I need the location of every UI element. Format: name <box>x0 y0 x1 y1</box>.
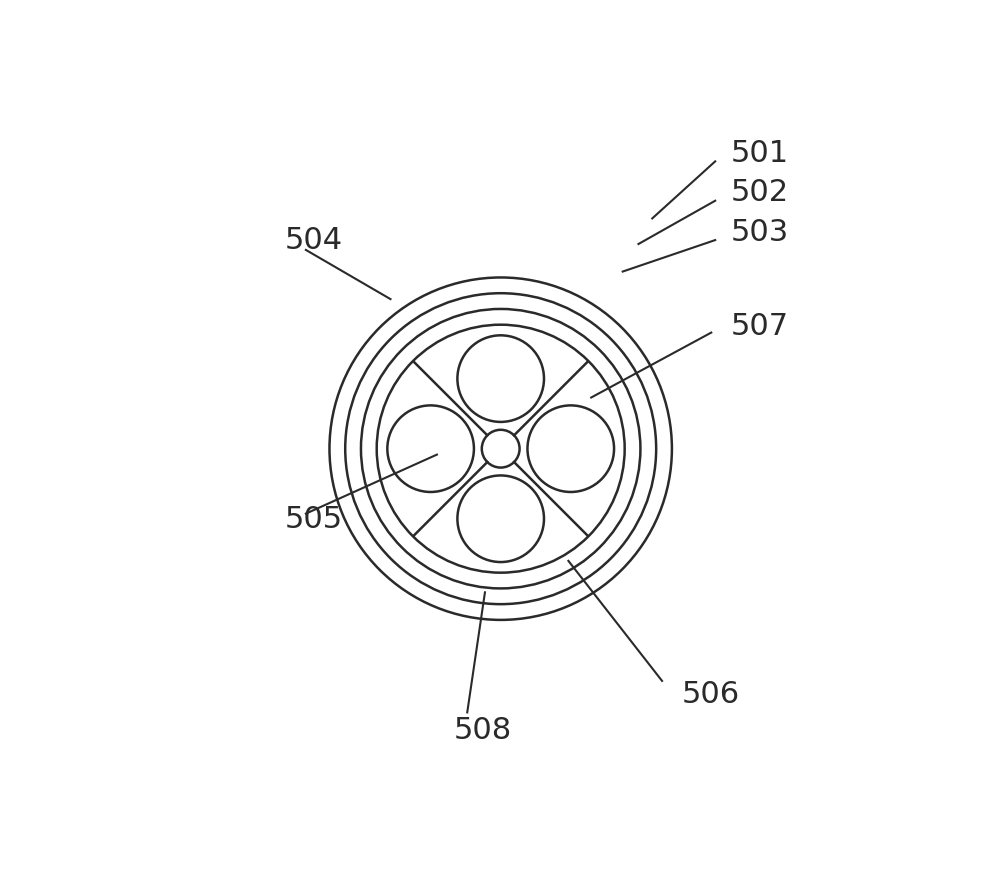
Text: 505: 505 <box>284 505 342 534</box>
Text: 506: 506 <box>682 680 740 709</box>
Text: 503: 503 <box>731 218 789 247</box>
Text: 508: 508 <box>453 715 512 745</box>
Text: 507: 507 <box>731 312 789 342</box>
Text: 501: 501 <box>731 139 789 168</box>
Text: 504: 504 <box>284 226 342 255</box>
Text: 502: 502 <box>731 178 789 208</box>
